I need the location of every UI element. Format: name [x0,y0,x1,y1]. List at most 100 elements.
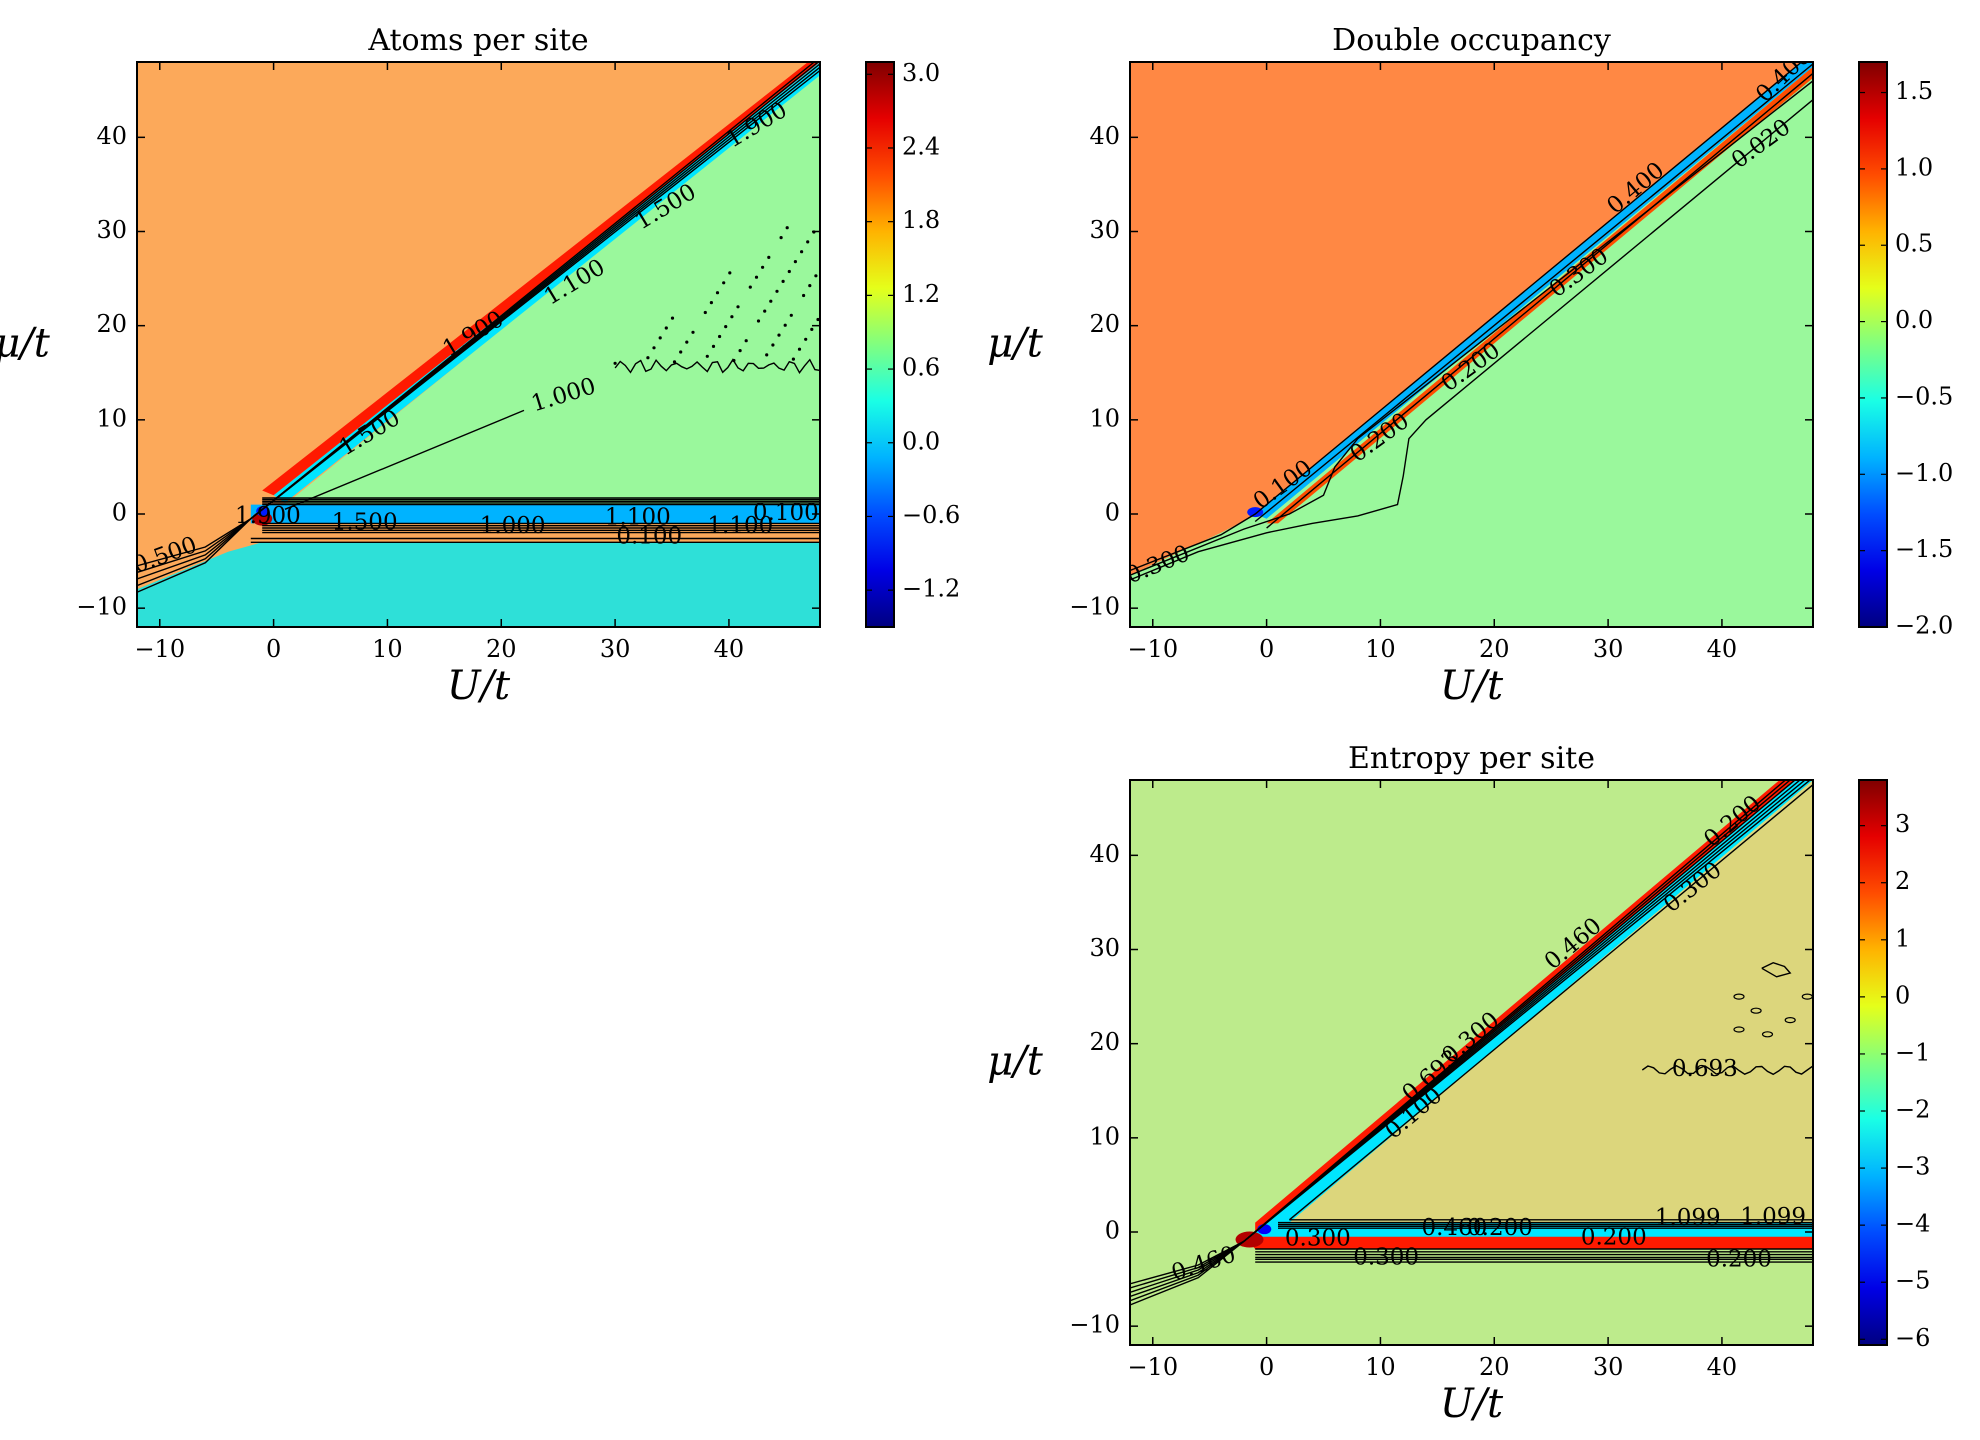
y-tick-label: 10 [1089,404,1120,432]
noise-dot [814,274,818,278]
colorbar-tick-label: 1.5 [1895,77,1933,105]
contour-loop [1761,1031,1774,1038]
y-tick-label: −10 [1069,593,1120,621]
contour-loop [1733,1026,1745,1033]
x-tick-label: 40 [1707,635,1738,663]
noise-dot [722,281,726,285]
x-axis-label: U/t [1440,663,1504,709]
contour-loop [1750,1007,1762,1014]
noise-dot [777,333,781,337]
contour-line [137,63,820,580]
y-axis-label: μ/t [0,321,51,367]
noise-dot [797,347,802,351]
noise-dot [800,250,804,254]
contour-label: 0.200 [1467,1215,1533,1241]
y-tick-label: 20 [96,310,127,338]
x-tick-label: −10 [1127,635,1178,663]
colorbar-tick-label: −2 [1895,1096,1930,1124]
contour-label: 0.100 [753,500,819,526]
y-tick-label: 40 [96,122,127,150]
noise-dot [672,360,677,364]
x-tick-label: 40 [1707,1353,1738,1381]
noise-dot [765,353,769,357]
plot-frame [1129,61,1814,628]
colorbar-tick-label: −5 [1895,1267,1930,1295]
colorbar-tick-label: −1 [1895,1038,1930,1066]
noise-dot [806,240,810,244]
hotspot-blue [256,506,269,517]
contour-line [1130,780,1812,1306]
colorbar-tick-label: 2.4 [902,132,940,160]
contour-line-noisy [1641,1065,1813,1076]
noise-dot [767,255,771,259]
noise-dot [810,327,814,331]
colorbar-tick-label: −4 [1895,1210,1930,1238]
colorbar-tick-label: 1.8 [902,206,940,234]
noise-dot [730,315,734,319]
noise-dot [646,356,650,360]
noise-dot [728,271,732,275]
chart-title: Entropy per site [1348,741,1595,776]
plot-frame [1129,779,1814,1346]
noise-dot [670,316,675,320]
contour-line [137,62,820,574]
chart-title: Atoms per site [367,23,588,58]
contour-label: 0.200 [1581,1225,1647,1251]
colorbar-tick-label: −3 [1895,1153,1930,1181]
noise-dot [724,325,728,329]
band-red-lower [1243,1236,1813,1249]
contour-line [137,66,820,587]
colorbar-frame [865,61,895,628]
colorbar-tick-label: 0 [1895,981,1910,1009]
noise-dot [779,236,783,240]
noise-dot [738,349,742,353]
colorbar-tick-label: −0.6 [902,501,960,529]
contour-label: 1.099 [1740,1204,1806,1230]
chart-panel-3: 0.2000.3000.4600.3000.6930.1000.6930.460… [987,741,1930,1427]
contour-line [137,69,820,593]
hotspot-red [1235,1231,1264,1248]
contour-line [1254,63,1813,523]
y-tick-label: 40 [1089,122,1120,150]
noise-dot [816,317,820,322]
x-tick-label: 0 [1259,635,1274,663]
contour-line [284,409,525,510]
contour-label: 1.100 [707,513,773,539]
contour-label: 0.100 [616,524,682,550]
chart-panel-2: 0.4000.4000.0200.3000.2000.2000.1000.300… [987,23,1953,709]
y-tick-label: 20 [1089,310,1120,338]
noise-dot [748,285,752,289]
x-tick-label: 0 [266,635,281,663]
colorbar-tick-label: 0.6 [902,354,940,382]
y-tick-label: −10 [76,593,127,621]
y-tick-label: 10 [96,404,127,432]
colorbar-tick-label: 1.2 [902,280,940,308]
x-tick-label: 10 [372,635,403,663]
noise-dot [763,309,767,313]
hotspot-red [252,511,273,526]
plot-frame [136,61,821,628]
x-tick-label: 30 [1593,635,1624,663]
noise-dot [711,344,716,348]
contour-label: 0.460 [1421,1215,1487,1241]
y-tick-label: −10 [1069,1311,1120,1339]
colorbar-frame [1858,61,1888,628]
region-wedge [1289,780,1813,1223]
noise-dot [736,305,740,309]
noise-dot [732,358,736,363]
x-tick-label: 20 [1479,1353,1510,1381]
colorbar-frame [1858,779,1888,1346]
contour-label: 1.900 [235,503,301,529]
x-tick-label: −10 [1127,1353,1178,1381]
noise-dot [754,275,759,279]
noise-dot [808,284,812,288]
noise-dot [613,361,617,365]
contour-line-noisy [614,358,820,374]
x-tick-label: 40 [714,635,745,663]
region-lower [137,542,820,627]
noise-dot [781,279,785,283]
contour-label: 1.100 [605,505,671,531]
noise-dot [705,354,709,358]
noise-dot [709,301,714,305]
